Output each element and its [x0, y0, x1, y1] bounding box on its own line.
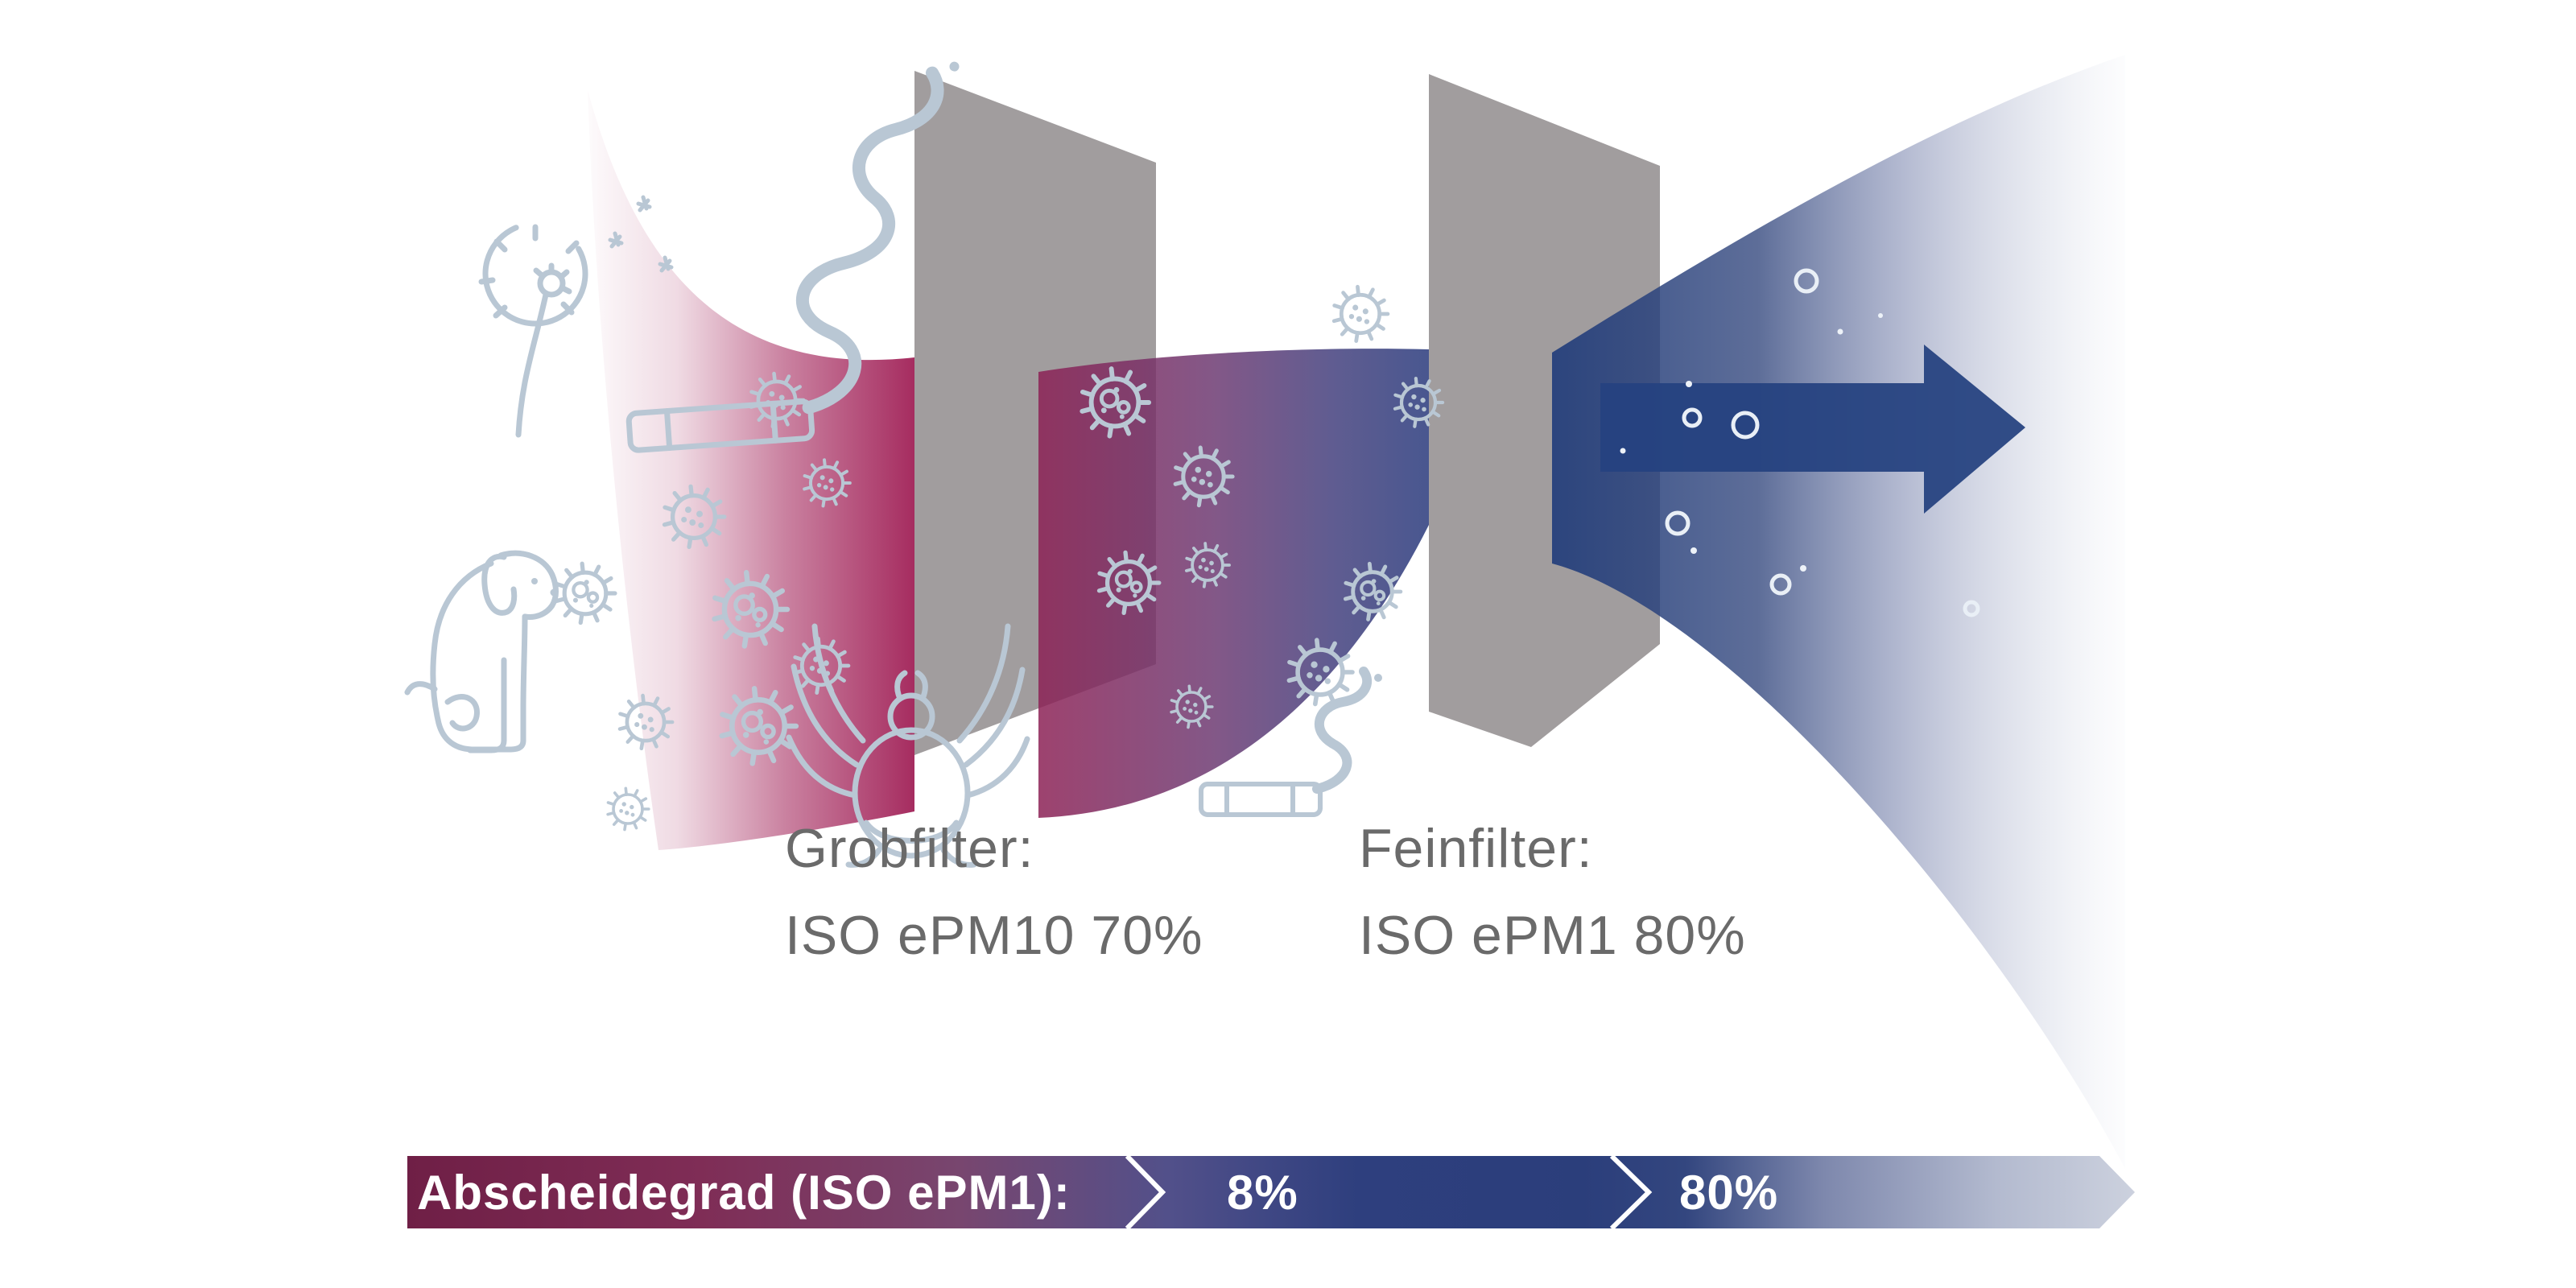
fine-filter-caption: Feinfilter: ISO ePM1 80% — [1359, 805, 1746, 979]
mid-air-stream — [1038, 349, 1429, 818]
dandelion-icon — [478, 195, 674, 438]
flow-arrow-icon — [1600, 345, 2025, 514]
cigarette-smoke-icon — [625, 61, 960, 453]
coarse-filter-caption: Grobfilter: ISO ePM10 70% — [785, 805, 1203, 979]
fine-filter-spec: ISO ePM1 80% — [1359, 905, 1746, 966]
dog-icon — [404, 550, 559, 753]
cigarette-smoke-icon-small — [1199, 667, 1382, 817]
bar-chevron-2 — [1609, 1154, 1653, 1231]
efficiency-value-stage2: 80% — [1679, 1165, 1779, 1220]
efficiency-value-stage1: 8% — [1227, 1165, 1298, 1220]
bar-chevron-1 — [1125, 1154, 1166, 1231]
fine-filter-title: Feinfilter: — [1359, 818, 1593, 879]
clean-particles — [1620, 268, 1980, 617]
clean-air-funnel — [1552, 55, 2125, 1169]
efficiency-bar-label: Abscheidegrad (ISO ePM1): — [417, 1165, 1071, 1220]
dirty-air-funnel — [588, 90, 914, 850]
coarse-filter-title: Grobfilter: — [785, 818, 1034, 879]
dust-mite-icon — [786, 623, 1030, 868]
efficiency-bar — [407, 1154, 2135, 1231]
coarse-filter-spec: ISO ePM10 70% — [785, 905, 1203, 966]
